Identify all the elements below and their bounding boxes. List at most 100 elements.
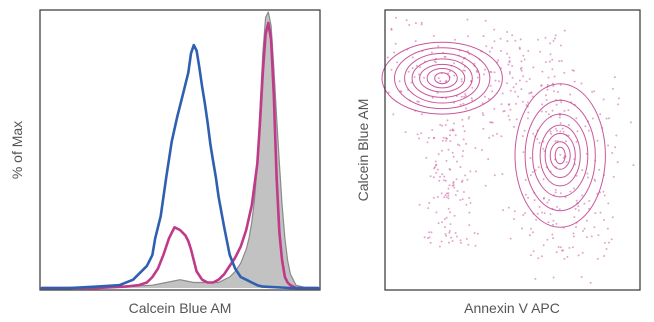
scatter-dot: [407, 70, 410, 73]
scatter-dot: [445, 139, 447, 142]
scatter-dot: [530, 91, 533, 94]
scatter-dot: [432, 176, 435, 179]
scatter-dot: [454, 232, 457, 234]
scatter-dot: [455, 235, 458, 238]
scatter-dot: [425, 156, 428, 159]
scatter-dot: [483, 73, 485, 76]
scatter-dot: [546, 88, 549, 91]
scatter-dot: [522, 214, 525, 216]
scatter-dot: [506, 52, 509, 55]
scatter-dot: [446, 119, 449, 122]
scatter-dot: [435, 163, 438, 166]
scatter-dot: [563, 109, 566, 112]
scatter-dot: [466, 178, 469, 181]
scatter-dot: [582, 230, 584, 232]
scatter-dot: [632, 164, 635, 167]
scatter-dot: [459, 103, 462, 106]
histogram-x-axis-label: Calcein Blue AM: [129, 300, 232, 316]
scatter-dot: [547, 113, 550, 116]
scatter-dot: [491, 46, 494, 49]
scatter-dot: [489, 70, 492, 73]
scatter-dot: [439, 175, 441, 178]
scatter-dot: [466, 35, 469, 38]
scatter-dot: [545, 99, 548, 101]
scatter-dot: [594, 212, 597, 215]
scatter-dot: [591, 90, 594, 93]
scatter-dot: [539, 50, 542, 53]
contour-ring-pop1-1: [524, 99, 596, 212]
scatter-dot: [549, 42, 552, 45]
scatter-dot: [434, 160, 437, 163]
scatter-dot: [522, 75, 525, 78]
scatter-dot: [603, 255, 606, 257]
scatter-dot: [525, 80, 528, 83]
scatter-dot: [449, 140, 452, 143]
scatter-dot: [454, 194, 457, 196]
scatter-dot: [470, 97, 473, 100]
scatter-dot: [417, 100, 420, 103]
scatter-dot: [554, 34, 557, 37]
scatter-dot: [415, 64, 418, 67]
scatter-dot: [508, 56, 511, 59]
scatter-dot: [526, 101, 529, 104]
scatter-dot: [441, 173, 444, 176]
scatter-dot: [432, 137, 435, 140]
scatter-dot: [471, 86, 474, 89]
scatter-dot: [387, 91, 390, 94]
scatter-dot: [493, 71, 496, 74]
histogram-panel: Calcein Blue AM % of Max: [9, 9, 321, 316]
scatter-dot: [482, 114, 485, 117]
scatter-dot: [512, 86, 515, 89]
scatter-dot: [502, 110, 505, 113]
scatter-dot: [448, 184, 451, 187]
scatter-dot: [485, 45, 488, 48]
scatter-dot: [549, 213, 552, 216]
scatter-dot: [481, 112, 484, 115]
scatter-dot: [527, 196, 530, 199]
scatter-dot: [552, 90, 555, 93]
scatter-dot: [456, 143, 459, 146]
scatter-dot: [461, 155, 464, 158]
scatter-dot: [523, 129, 526, 132]
scatter-dot: [462, 125, 465, 128]
scatter-dot: [546, 238, 549, 241]
scatter-dot: [509, 237, 512, 240]
scatter-dot: [519, 68, 522, 70]
scatter-dot: [417, 73, 420, 76]
scatter-dot: [444, 124, 447, 126]
scatter-dot: [463, 130, 466, 133]
scatter-dot: [610, 238, 613, 241]
scatter-dot: [573, 69, 575, 72]
contour-ring-pop0-1: [394, 47, 491, 110]
scatter-dot: [567, 134, 570, 137]
scatter-dot: [514, 39, 517, 42]
scatter-dot: [488, 50, 491, 53]
scatter-dot: [552, 84, 555, 87]
scatter-dot: [544, 36, 547, 39]
scatter-dot: [586, 236, 588, 239]
scatter-dot: [530, 91, 532, 94]
scatter-dot: [459, 239, 462, 242]
scatter-dot: [428, 231, 431, 234]
scatter-dot: [536, 138, 539, 140]
scatter-dot: [532, 66, 535, 69]
scatter-dot: [583, 227, 586, 230]
scatter-dot: [556, 91, 559, 93]
scatter-dot: [474, 244, 477, 247]
scatter-dot: [541, 70, 544, 73]
scatter-dot: [558, 208, 561, 211]
scatter-dot: [549, 53, 552, 56]
scatter-dot: [476, 232, 479, 235]
scatter-dot: [469, 170, 472, 173]
scatter-dot: [554, 188, 557, 191]
scatter-dot: [523, 58, 526, 61]
scatter-dot: [559, 83, 562, 86]
scatter-dot: [500, 135, 503, 138]
scatter-dot: [518, 46, 521, 49]
scatter-dot: [452, 182, 455, 185]
scatter-dot: [536, 212, 539, 215]
scatter-dot: [426, 237, 429, 240]
scatter-dot: [604, 241, 606, 244]
scatter-dot: [590, 235, 593, 238]
contour-ring-pop0-4: [419, 63, 466, 93]
